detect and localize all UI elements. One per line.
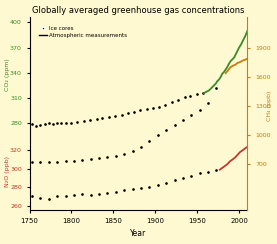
Title: Globally averaged greenhouse gas concentrations: Globally averaged greenhouse gas concent… [32, 6, 245, 15]
Text: CH₄ (ppb): CH₄ (ppb) [267, 91, 272, 121]
Text: CO₂ (ppm): CO₂ (ppm) [5, 58, 10, 91]
X-axis label: Year: Year [130, 229, 147, 238]
Legend: Ice cores, Atmospheric measurements: Ice cores, Atmospheric measurements [37, 23, 129, 41]
Text: N₂O (ppb): N₂O (ppb) [5, 156, 10, 187]
